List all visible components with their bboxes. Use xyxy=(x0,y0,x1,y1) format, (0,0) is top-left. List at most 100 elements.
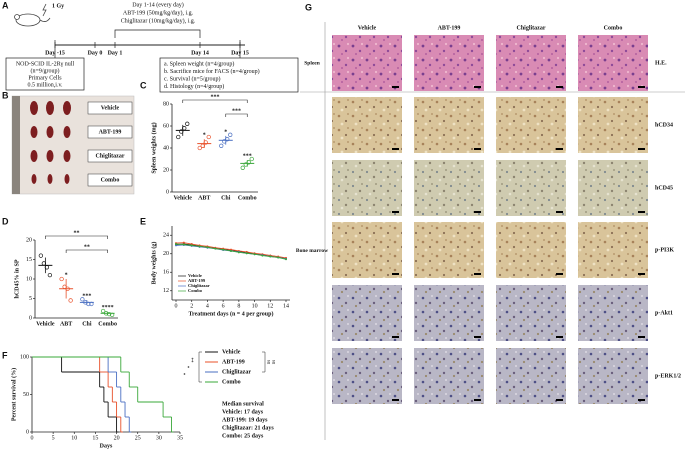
data-point xyxy=(269,255,272,258)
data-point xyxy=(219,143,224,148)
legend-label: ABT-199 xyxy=(188,278,206,283)
panel-label: B xyxy=(2,90,9,100)
histology-image xyxy=(578,222,648,278)
day-label: Day 0 xyxy=(88,50,103,56)
y-tick-label: 60 xyxy=(163,123,169,129)
data-point xyxy=(245,252,248,255)
scale-bar xyxy=(392,86,399,88)
x-tick-label: 20 xyxy=(114,435,120,441)
injection-text: Primary Cells xyxy=(28,75,62,81)
data-point xyxy=(47,272,53,278)
data-point xyxy=(228,132,233,137)
schedule-text: Day 1-14 (every day) xyxy=(132,1,183,8)
data-point xyxy=(38,253,44,258)
data-point xyxy=(245,250,248,253)
day-label: Day 1 xyxy=(108,50,123,56)
histology-image xyxy=(414,285,484,341)
x-tick-label: 35 xyxy=(177,435,183,441)
y-axis-label: Spleen weights (mg) xyxy=(150,122,157,173)
injection-text: NOD-SCID IL-2Rγ null xyxy=(16,61,75,67)
histology-image xyxy=(414,97,484,153)
column-header: Chiglitazar xyxy=(517,25,546,31)
x-tick-label: 15 xyxy=(92,435,98,441)
scale-bar xyxy=(392,336,399,338)
group-tag xyxy=(87,173,133,187)
histology-image xyxy=(578,348,648,404)
mouse-ear xyxy=(14,14,20,20)
scale-bar xyxy=(638,211,645,213)
histology-image xyxy=(414,222,484,278)
data-point xyxy=(261,254,264,257)
x-tick-label: Vehicle xyxy=(174,195,193,201)
bracket xyxy=(262,351,266,373)
x-tick-label: 4 xyxy=(206,303,209,309)
significance: * xyxy=(203,133,206,139)
spleen xyxy=(30,126,38,138)
significance: * xyxy=(65,272,68,278)
injection-text: (n=9/group) xyxy=(30,67,59,74)
scale-bar xyxy=(392,399,399,401)
scale-bar xyxy=(392,148,399,150)
y-axis-label: hCD45% in SP xyxy=(14,259,20,298)
x-tick-label: 14 xyxy=(283,303,289,309)
scale-bar xyxy=(638,86,645,88)
scale-bar xyxy=(474,399,481,401)
readout-text: a. Spleen weight (n=4/group) xyxy=(164,60,234,67)
y-tick-label: 100 xyxy=(20,354,29,360)
median-survival: Combo: 25 days xyxy=(222,433,264,439)
data-point xyxy=(249,156,254,162)
spleen xyxy=(30,101,38,115)
tissue-label: Bone marrow xyxy=(296,248,328,254)
median-survival: Median survival xyxy=(222,401,264,407)
column-header: ABT-199 xyxy=(438,25,461,31)
data-point xyxy=(59,276,64,282)
data-point xyxy=(176,134,181,140)
injection-text: 0.5 million,i.v. xyxy=(27,82,63,88)
legend-label: ABT-199 xyxy=(222,359,245,365)
spleen xyxy=(64,174,70,184)
bracket-label: *** xyxy=(232,108,241,114)
bracket xyxy=(45,235,108,239)
group-tag xyxy=(87,101,133,115)
data-point xyxy=(240,165,245,170)
histology-image xyxy=(496,285,566,341)
y-tick-label: 10 xyxy=(26,276,32,282)
stain-label: H.E. xyxy=(655,60,667,66)
readout-text: b. Sacrifice mice for FACS (n=4/group) xyxy=(164,68,260,75)
y-tick-label: 20 xyxy=(163,167,169,173)
legend-label: Combo xyxy=(188,288,203,293)
stain-label: p-ERK1/2 xyxy=(655,373,681,379)
data-point xyxy=(237,251,240,254)
x-tick-label: 12 xyxy=(267,303,273,309)
histology-image xyxy=(496,97,566,153)
spleen xyxy=(47,174,53,184)
histology-image xyxy=(496,160,566,216)
data-point xyxy=(222,248,225,251)
data-point xyxy=(230,248,232,251)
y-tick-label: 0 xyxy=(26,429,29,435)
spleen xyxy=(46,126,54,138)
x-axis-label: Treatment days (n = 4 per group) xyxy=(189,310,274,317)
data-point xyxy=(175,243,177,246)
data-point xyxy=(206,246,209,249)
group-label: Combo xyxy=(101,177,120,183)
histology-image xyxy=(496,35,566,91)
tissue-label: Spleen xyxy=(304,60,320,66)
group-tag xyxy=(87,149,133,163)
data-point xyxy=(182,243,185,246)
legend-label: Vehicle xyxy=(188,273,202,278)
data-point xyxy=(190,244,193,247)
data-point xyxy=(198,245,201,248)
x-tick-label: 2 xyxy=(190,303,193,309)
treatment-bracket xyxy=(114,29,201,38)
spleen xyxy=(30,150,38,162)
histology-image xyxy=(332,35,402,91)
x-tick-label: 25 xyxy=(135,435,141,441)
panel-label: G xyxy=(305,2,312,12)
y-tick-label: 5 xyxy=(29,296,32,302)
column-header: Vehicle xyxy=(358,25,377,31)
group-label: Vehicle xyxy=(101,105,120,111)
y-axis-label: Percent survival (%) xyxy=(10,368,17,421)
histology-image xyxy=(414,160,484,216)
